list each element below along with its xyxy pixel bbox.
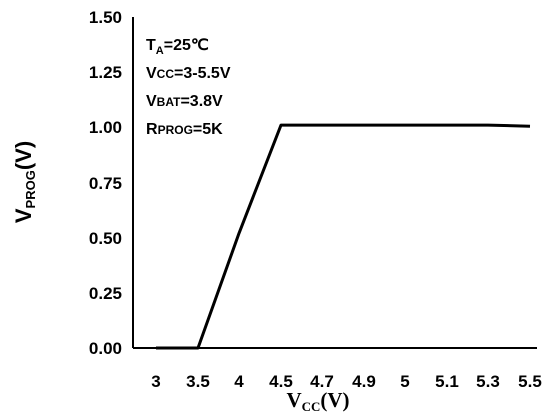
y-tick-label: 0.75 [89, 174, 122, 193]
y-tick-label: 0.50 [89, 229, 122, 248]
annotation-vcc-main: V [146, 65, 157, 82]
annotation-ta-rest: =25℃ [164, 37, 209, 54]
annotation-rprog-rest: =5K [193, 121, 223, 138]
annotation-vcc-rest: =3-5.5V [174, 65, 231, 82]
y-axis-label-sub: PROG [23, 170, 38, 208]
annotation-ta: TA=25℃ [146, 37, 209, 57]
x-tick-label: 5 [400, 372, 409, 391]
annotation-vcc-small: CC [157, 67, 175, 81]
x-tick-label: 4.9 [352, 372, 376, 391]
annotation-vbat: VBAT=3.8V [146, 93, 223, 110]
y-tick-label: 1.00 [89, 118, 122, 137]
x-tick-label: 4.7 [310, 372, 334, 391]
annotation-ta-main: T [146, 37, 156, 54]
annotation-rprog-main: R [146, 121, 158, 138]
y-tick-label: 0.25 [89, 284, 122, 303]
condition-annotations: TA=25℃ VCC=3-5.5V VBAT=3.8V RPROG=5K [146, 37, 231, 138]
y-tick-label: 0.00 [89, 339, 122, 358]
x-axis-label-rest: (V) [320, 388, 349, 412]
x-axis-label-main: V [286, 388, 301, 412]
x-axis-label-sub: CC [302, 399, 321, 414]
x-tick-label: 5.3 [476, 372, 500, 391]
x-tick-label: 4 [234, 372, 244, 391]
x-tick-labels: 3 3.5 4 4.5 4.7 4.9 5 5.1 5.3 5.5 [151, 372, 542, 391]
annotation-ta-sub: A [156, 45, 164, 57]
annotation-vcc: VCC=3-5.5V [146, 65, 231, 82]
x-tick-label: 5.5 [518, 372, 542, 391]
annotation-vbat-main: V [146, 93, 157, 110]
y-axis-label-rest: (V) [11, 141, 36, 170]
annotation-vbat-rest: =3.8V [180, 93, 223, 110]
vprog-series-line [156, 123, 531, 350]
x-axis-label: VCC(V) [286, 388, 349, 414]
y-tick-label: 1.50 [89, 8, 122, 27]
annotation-rprog: RPROG=5K [146, 121, 223, 138]
annotation-rprog-small: PROG [158, 123, 193, 137]
y-axis-label-main: V [11, 208, 36, 223]
x-tick-label: 3 [151, 372, 160, 391]
y-axis-label: VPROG(V) [11, 141, 38, 223]
annotation-vbat-small: BAT [157, 95, 181, 109]
x-tick-label: 5.1 [435, 372, 459, 391]
x-tick-label: 4.5 [269, 372, 293, 391]
y-tick-label: 1.25 [89, 63, 122, 82]
x-tick-label: 3.5 [186, 372, 210, 391]
y-tick-labels: 0.00 0.25 0.50 0.75 1.00 1.25 1.50 [89, 8, 122, 358]
